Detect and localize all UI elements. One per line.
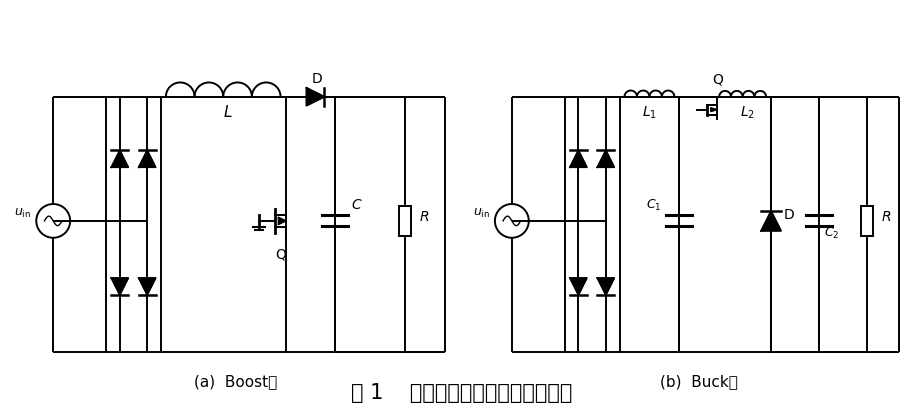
Polygon shape — [597, 278, 615, 295]
Polygon shape — [711, 108, 717, 112]
Polygon shape — [306, 88, 324, 106]
Polygon shape — [569, 278, 587, 295]
Bar — [861, 206, 873, 236]
Text: $C$: $C$ — [352, 198, 363, 212]
Bar — [399, 206, 411, 236]
Polygon shape — [112, 278, 128, 295]
Polygon shape — [761, 211, 781, 231]
Text: D: D — [784, 208, 795, 222]
Polygon shape — [597, 150, 615, 167]
Text: $u_{\rm in}$: $u_{\rm in}$ — [473, 208, 490, 220]
Text: Q: Q — [712, 73, 723, 87]
Text: $R$: $R$ — [419, 210, 429, 224]
Text: $L_1$: $L_1$ — [641, 105, 657, 121]
Polygon shape — [112, 150, 128, 167]
Text: 图 1    传统的单相功率因数校正电路: 图 1 传统的单相功率因数校正电路 — [352, 383, 572, 403]
Text: $C_2$: $C_2$ — [824, 226, 839, 241]
Text: (b)  Buck型: (b) Buck型 — [660, 374, 738, 389]
Text: $C_1$: $C_1$ — [646, 198, 662, 213]
Polygon shape — [569, 150, 587, 167]
Polygon shape — [138, 278, 156, 295]
Text: D: D — [312, 72, 323, 86]
Polygon shape — [279, 217, 285, 224]
Text: $u_{\rm in}$: $u_{\rm in}$ — [14, 208, 31, 220]
Polygon shape — [138, 150, 156, 167]
Text: $L$: $L$ — [223, 104, 233, 120]
Text: Q: Q — [275, 248, 286, 262]
Text: (a)  Boost型: (a) Boost型 — [194, 374, 277, 389]
Text: $L_2$: $L_2$ — [740, 105, 755, 121]
Text: $R$: $R$ — [881, 210, 891, 224]
